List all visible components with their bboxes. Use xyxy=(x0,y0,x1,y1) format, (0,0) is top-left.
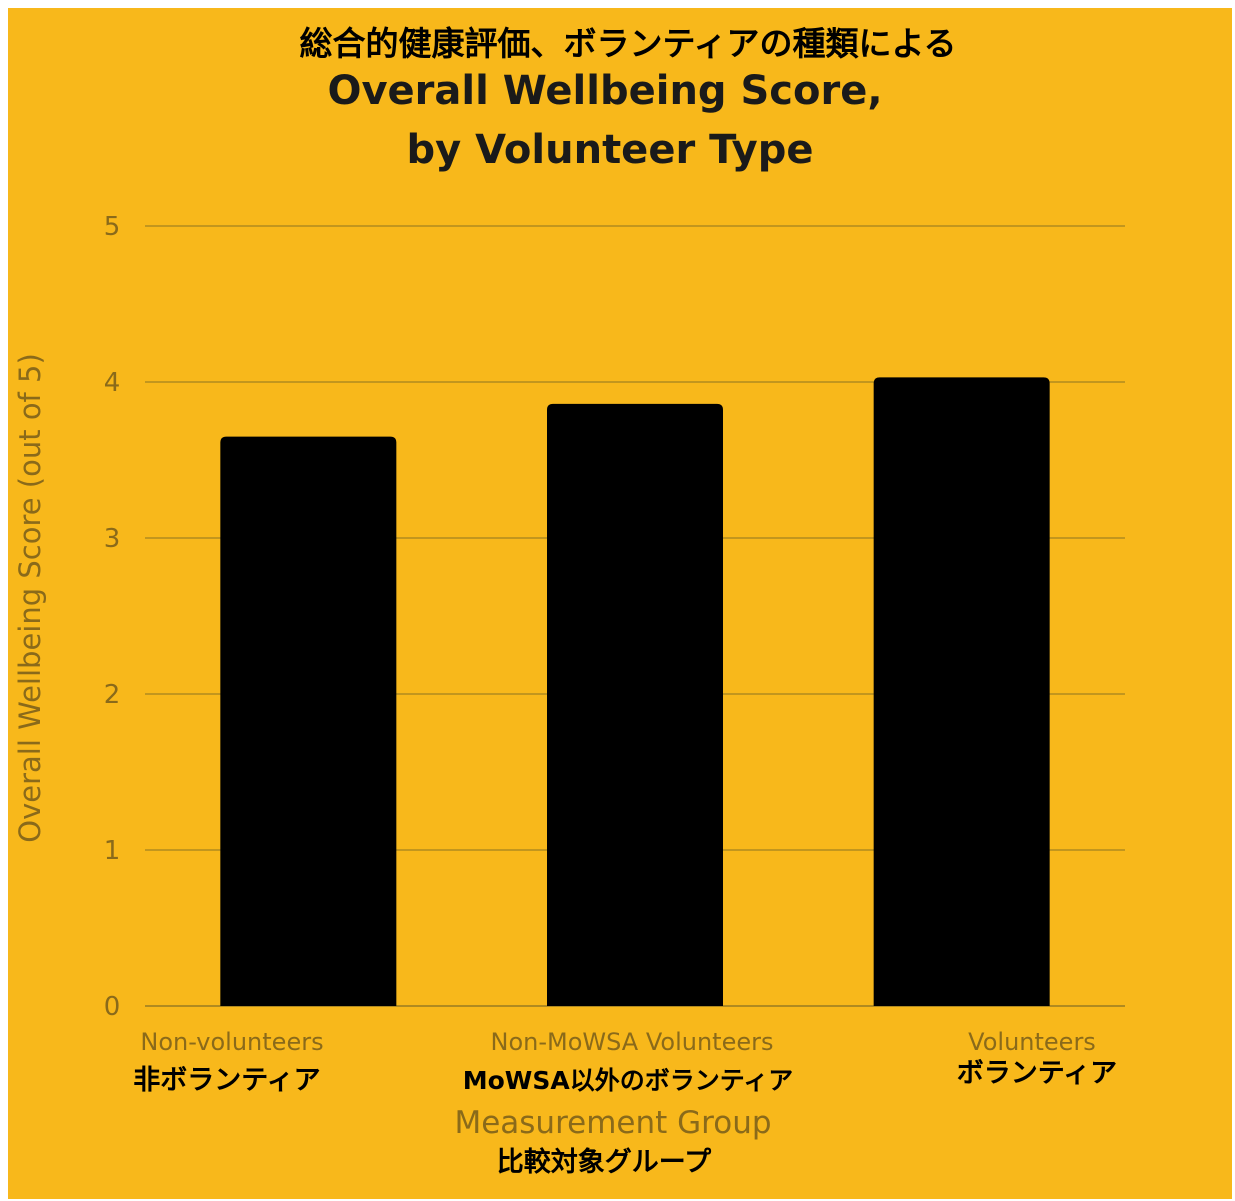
x-category-label-japanese: ボランティア xyxy=(957,1058,1117,1089)
x-axis-title: Measurement Group xyxy=(454,1105,771,1141)
y-tick-labels: 0 1 2 3 4 5 xyxy=(104,212,121,1022)
bar-3 xyxy=(873,377,1050,1006)
chart-title-line-2: by Volunteer Type xyxy=(407,127,814,173)
y-tick-label: 0 xyxy=(104,992,121,1022)
y-tick-label: 4 xyxy=(104,368,121,398)
y-tick-label: 2 xyxy=(104,680,121,710)
y-tick-label: 5 xyxy=(104,212,121,242)
x-category-label-japanese: 非ボランティア xyxy=(133,1065,320,1096)
x-category-label: Non-MoWSA Volunteers xyxy=(491,1028,774,1056)
x-axis-title-japanese: 比較対象グループ xyxy=(497,1146,712,1178)
bar-2 xyxy=(547,403,723,1007)
chart-title-japanese: 総合的健康評価、ボランティアの種類による xyxy=(299,24,956,63)
y-tick-label: 1 xyxy=(104,836,121,866)
x-category-label: Volunteers xyxy=(968,1028,1096,1056)
bars xyxy=(220,377,1050,1007)
bar-1 xyxy=(220,436,397,1007)
y-tick-label: 3 xyxy=(104,524,121,554)
x-category-label: Non-volunteers xyxy=(140,1028,323,1056)
x-category-label-japanese: MoWSA以外のボランティア xyxy=(463,1066,793,1095)
chart-title-line-1: Overall Wellbeing Score, xyxy=(327,68,882,114)
x-category-labels: Non-volunteers 非ボランティア Non-MoWSA Volunteer… xyxy=(133,1028,1117,1096)
y-axis-title: Overall Wellbeing Score (out of 5) xyxy=(13,353,47,843)
